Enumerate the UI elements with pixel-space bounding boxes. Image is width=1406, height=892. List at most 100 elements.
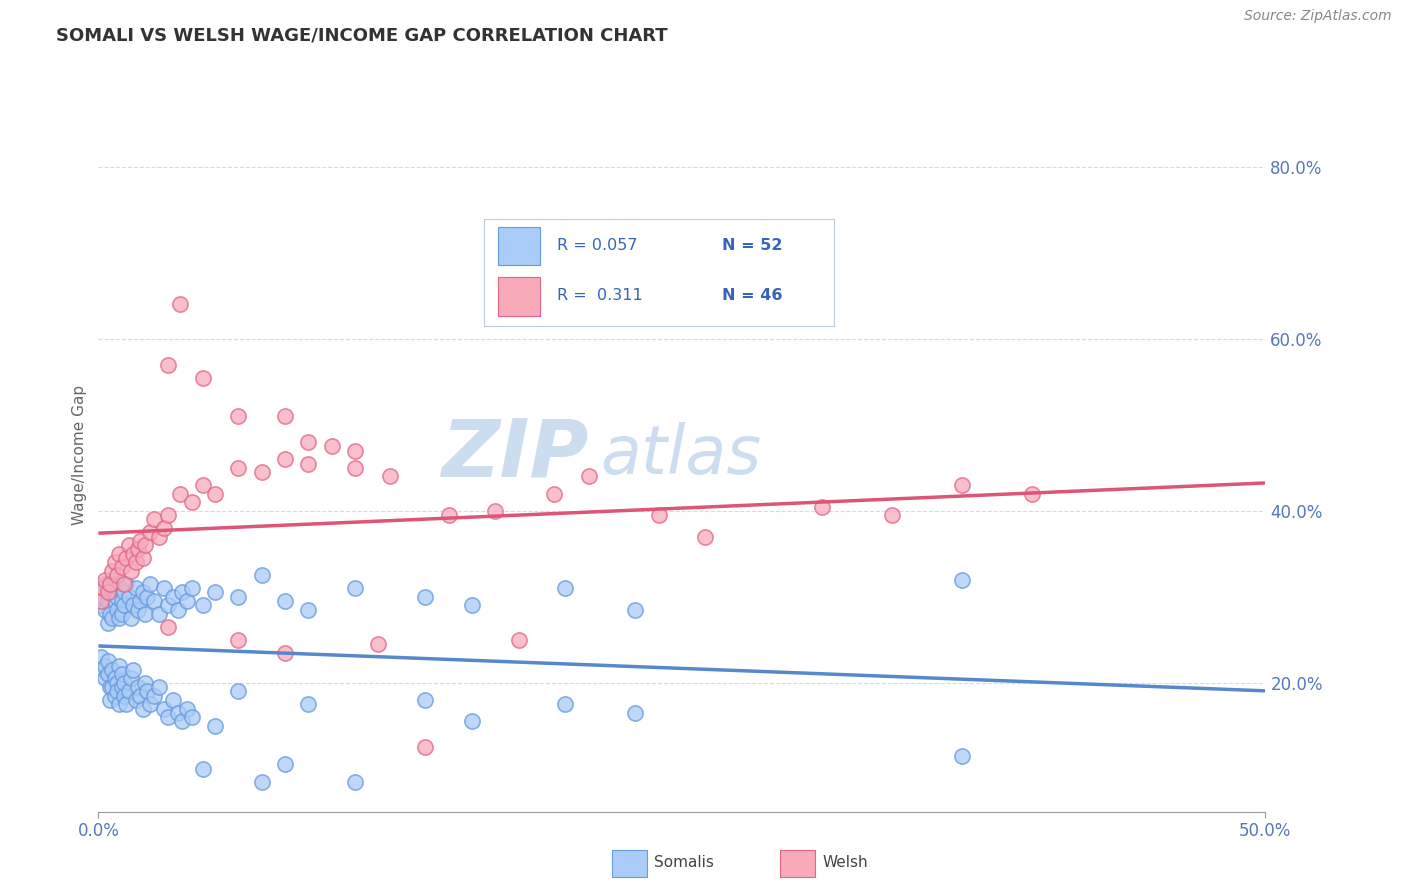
Point	[139, 698, 162, 712]
Point	[624, 602, 647, 616]
Point	[461, 714, 484, 729]
Point	[554, 581, 576, 595]
Point	[134, 675, 156, 690]
Point	[112, 689, 135, 703]
Point	[136, 590, 159, 604]
Point	[105, 675, 128, 690]
Point	[91, 663, 114, 677]
Point	[122, 599, 145, 613]
Point	[554, 698, 576, 712]
Point	[297, 602, 319, 616]
Point	[250, 568, 273, 582]
Point	[134, 607, 156, 621]
Point	[695, 530, 717, 544]
Point	[98, 585, 121, 599]
Point	[97, 654, 120, 668]
Point	[169, 486, 191, 500]
Point	[378, 469, 402, 483]
Point	[98, 680, 121, 694]
Point	[484, 504, 506, 518]
Point	[98, 607, 121, 621]
Point	[193, 370, 215, 384]
Point	[139, 525, 162, 540]
Point	[274, 757, 297, 772]
Point	[108, 611, 131, 625]
Point	[157, 620, 180, 634]
Point	[321, 439, 343, 453]
Point	[129, 594, 152, 608]
Point	[157, 508, 180, 522]
Point	[118, 590, 141, 604]
Point	[193, 478, 215, 492]
Point	[105, 590, 128, 604]
Point	[112, 577, 135, 591]
Point	[228, 460, 250, 475]
Point	[274, 452, 297, 467]
Text: Welsh: Welsh	[823, 855, 868, 870]
Text: SOMALI VS WELSH WAGE/INCOME GAP CORRELATION CHART: SOMALI VS WELSH WAGE/INCOME GAP CORRELAT…	[56, 27, 668, 45]
Point	[127, 602, 149, 616]
Point	[228, 684, 250, 698]
Point	[157, 358, 180, 372]
Point	[112, 585, 135, 599]
Point	[104, 573, 127, 587]
Point	[118, 684, 141, 698]
Point	[115, 698, 138, 712]
Point	[108, 698, 131, 712]
Point	[647, 508, 669, 522]
Point	[122, 663, 145, 677]
Point	[139, 577, 162, 591]
Point	[413, 590, 436, 604]
Point	[127, 542, 149, 557]
Point	[129, 689, 152, 703]
Point	[250, 465, 273, 479]
Point	[129, 533, 152, 548]
Point	[90, 650, 112, 665]
Point	[111, 607, 134, 621]
Point	[98, 693, 121, 707]
Point	[91, 590, 114, 604]
Point	[152, 521, 174, 535]
Point	[624, 706, 647, 720]
Point	[152, 701, 174, 715]
Point	[950, 573, 973, 587]
Point	[344, 774, 367, 789]
Point	[204, 585, 226, 599]
Point	[105, 684, 128, 698]
Point	[148, 680, 170, 694]
Point	[193, 599, 215, 613]
Point	[250, 774, 273, 789]
Point	[367, 637, 389, 651]
Point	[125, 581, 148, 595]
Point	[950, 748, 973, 763]
Point	[108, 547, 131, 561]
Point	[950, 478, 973, 492]
Point	[118, 538, 141, 552]
Point	[94, 602, 117, 616]
Point	[115, 577, 138, 591]
Point	[157, 710, 180, 724]
Point	[104, 555, 127, 569]
Point	[97, 667, 120, 681]
Point	[132, 551, 155, 566]
Point	[120, 672, 142, 686]
Point	[193, 762, 215, 776]
Point	[344, 460, 367, 475]
Point	[228, 409, 250, 424]
Point	[105, 602, 128, 616]
Point	[169, 297, 191, 311]
Y-axis label: Wage/Income Gap: Wage/Income Gap	[72, 384, 87, 525]
Point	[94, 658, 117, 673]
Point	[204, 486, 226, 500]
Point	[172, 714, 194, 729]
Point	[101, 564, 124, 578]
Point	[166, 602, 188, 616]
Point	[180, 581, 202, 595]
Text: Somalis: Somalis	[654, 855, 714, 870]
Point	[90, 594, 112, 608]
Point	[108, 658, 131, 673]
Point	[811, 500, 834, 514]
Point	[115, 551, 138, 566]
Point	[132, 585, 155, 599]
Point	[880, 508, 903, 522]
